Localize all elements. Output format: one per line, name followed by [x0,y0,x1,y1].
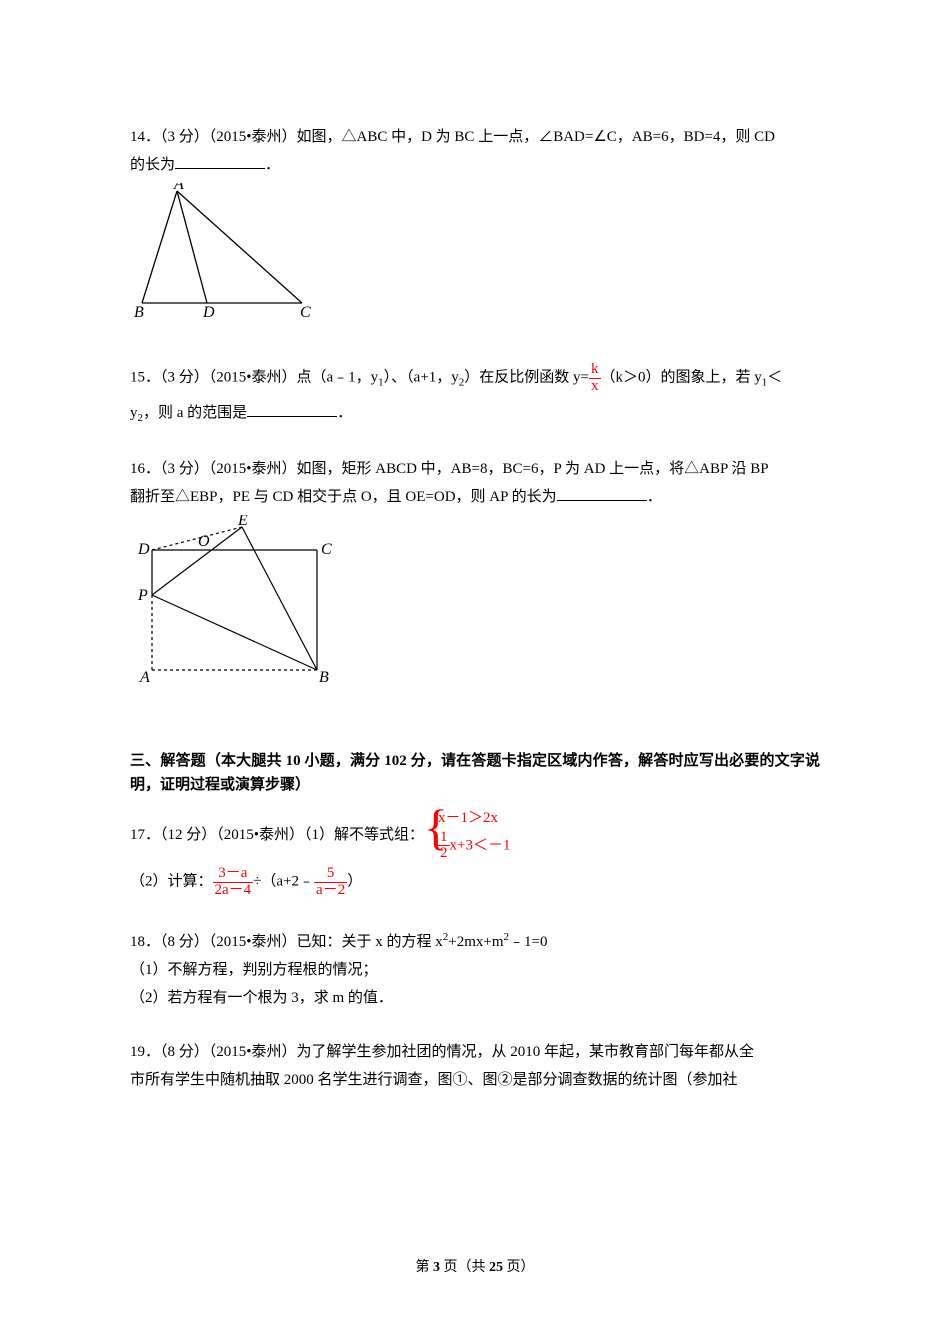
page: 14．（3 分）（2015•泰州）如图，△ABC 中，D 为 BC 上一点，∠B… [0,0,950,1344]
q14-line2: 的长为 ． [130,153,820,177]
q19-line1: 19．（8 分）（2015•泰州）为了解学生参加社团的情况，从 2010 年起，… [130,1040,820,1064]
svg-text:A: A [139,669,150,685]
q15-l2a: y [130,405,138,421]
q16-l1: 16．（3 分）（2015•泰州）如图，矩形 ABCD 中，AB=8，BC=6，… [130,461,769,477]
svg-text:B: B [319,669,329,685]
svg-text:A: A [173,183,184,193]
footer-total: 25 [489,1260,503,1275]
q15-blank [247,402,337,417]
svg-text:P: P [137,587,148,604]
q19-line2: 市所有学生中随机抽取 2000 名学生进行调查，图①、图②是部分调查数据的统计图… [130,1068,820,1092]
q17-mid: ÷（a+2﹣ [253,874,314,890]
q17-frac2-num: 5 [314,866,347,883]
q16-line2: 翻折至△EBP，PE 与 CD 相交于点 O，且 OE=OD，则 AP 的长为 ． [130,485,820,509]
q16-blank [557,486,647,501]
q15-a: 15．（3 分）（2015•泰州）点（a﹣1，y [130,370,378,386]
q17-sys-row2: 12x+3＜－1 [438,830,510,863]
q18-line3: （2）若方程有一个根为 3，求 m 的值． [130,986,820,1010]
q15-line1: 15．（3 分）（2015•泰州）点（a﹣1，y1）、（a+1，y2）在反比例函… [130,362,820,395]
q14-blank [175,154,265,169]
q15-b: ）、（a+1，y [384,370,459,386]
triangle-diagram: A B D C [132,183,317,318]
q18-l1b: +2mx+m [448,934,503,950]
svg-text:C: C [321,541,332,558]
section3-title: 三、解答题（本大腿共 10 小题，满分 102 分，请在答题卡指定区域内作答，解… [130,749,820,797]
q14-period: ． [265,157,280,173]
svg-text:O: O [198,533,210,550]
brace-icon: { [424,803,448,851]
q18-l1c: ﹣1=0 [509,934,547,950]
q17-system: { x－1＞2x 12x+3＜－1 [424,807,510,862]
q14-text-b: 的长为 [130,157,175,173]
q17-line2: （2）计算：3－a2a－4÷（a+2﹣5a－2） [130,866,820,899]
q17-sys-row1: x－1＞2x [438,807,510,830]
q18-l1a: 18．（8 分）（2015•泰州）已知：关于 x 的方程 x [130,934,443,950]
svg-text:D: D [202,304,215,318]
q17-tail: ） [347,874,362,890]
q17-frac1: 3－a2a－4 [213,866,254,899]
q17-frac2: 5a－2 [314,866,347,899]
q15-frac: kx [589,362,601,395]
q18-line2: （1）不解方程，判别方程根的情况； [130,958,820,982]
q18-line1: 18．（8 分）（2015•泰州）已知：关于 x 的方程 x2+2mx+m2﹣1… [130,929,820,954]
q17-frac1-num: 3－a [213,866,254,883]
q16-line1: 16．（3 分）（2015•泰州）如图，矩形 ABCD 中，AB=8，BC=6，… [130,457,820,481]
q15-l2b: ，则 a 的范围是 [143,405,247,421]
svg-text:D: D [137,541,150,558]
q15-e: ＜ [767,370,782,386]
q17-l2a: （2）计算： [130,874,213,890]
q17-frac2-den: a－2 [314,883,347,899]
footer-a: 第 [416,1260,434,1275]
q16-diagram: A B C D P E O [132,515,820,685]
q17-frac1-den: 2a－4 [213,883,254,899]
q15-frac-num: k [589,362,601,379]
q15-d: （k＞0）的图象上，若 y [601,370,762,386]
q17-prefix: 17．（12 分）（2015•泰州）（1）解不等式组： [130,823,424,847]
q14-diagram: A B D C [132,183,820,318]
footer-c: 页） [503,1260,535,1275]
q17-sys-row2-tail: x+3＜－1 [450,837,511,853]
q17-line1: 17．（12 分）（2015•泰州）（1）解不等式组： { x－1＞2x 12x… [130,807,820,862]
page-footer: 第 3 页（共 25 页） [0,1257,950,1279]
svg-text:B: B [134,304,144,318]
footer-b: 页（共 [440,1260,489,1275]
q14-text-a: 14．（3 分）（2015•泰州）如图，△ABC 中，D 为 BC 上一点，∠B… [130,129,775,145]
rectangle-fold-diagram: A B C D P E O [132,515,352,685]
q16-period: ． [647,489,662,505]
svg-text:C: C [300,304,311,318]
footer-page: 3 [433,1260,440,1275]
q15-line2: y2，则 a 的范围是． [130,401,820,428]
q15-frac-den: x [589,379,601,395]
q14-line1: 14．（3 分）（2015•泰州）如图，△ABC 中，D 为 BC 上一点，∠B… [130,125,820,149]
q15-c: ）在反比例函数 y= [464,370,589,386]
q16-l2a: 翻折至△EBP，PE 与 CD 相交于点 O，且 OE=OD，则 AP 的长为 [130,489,557,505]
svg-text:E: E [237,515,248,529]
q15-period: ． [337,405,352,421]
